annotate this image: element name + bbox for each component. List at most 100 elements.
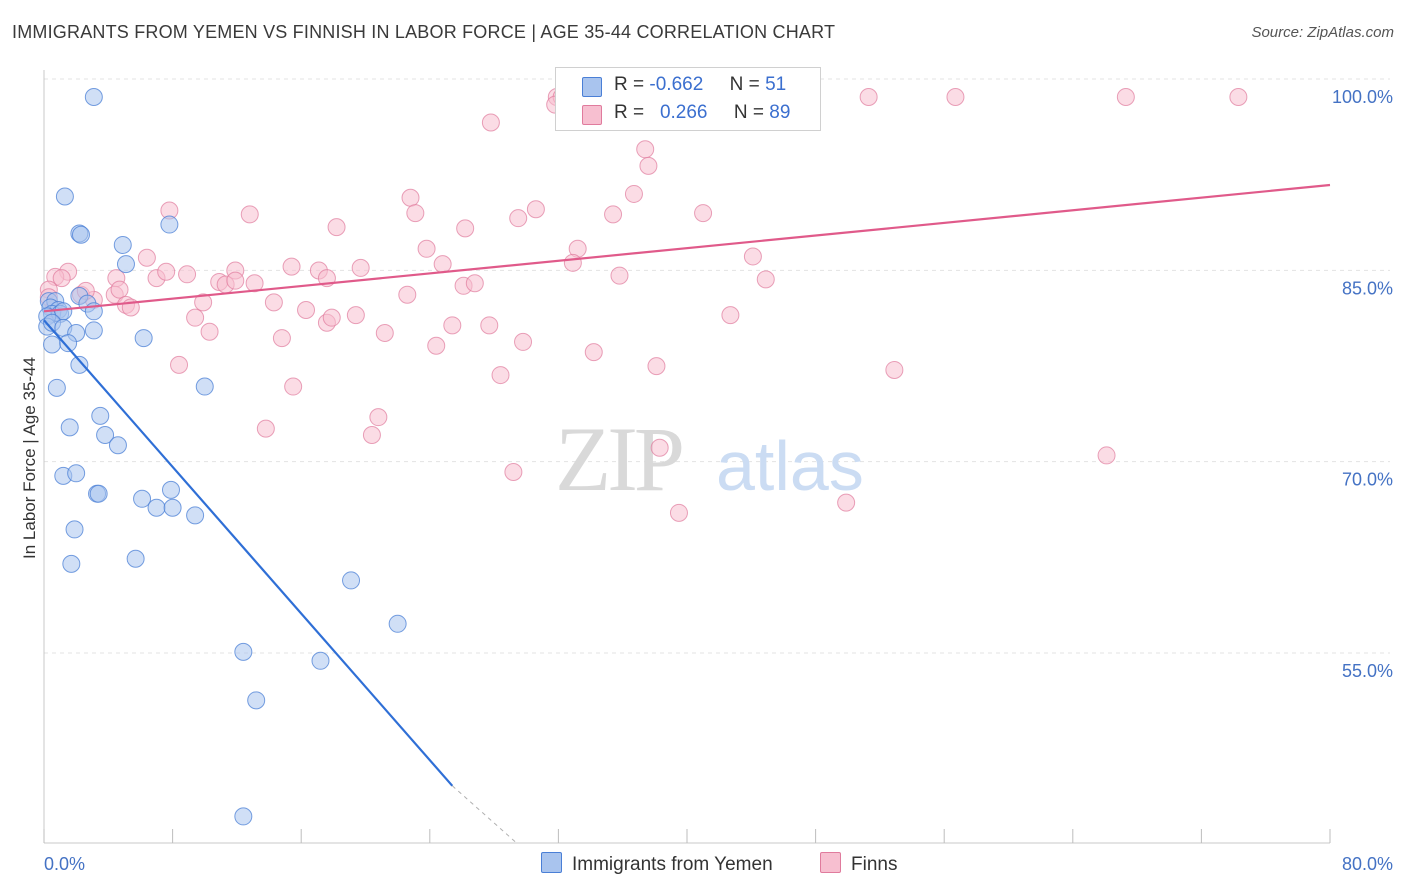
bottom-legend-swatch-finns [820, 852, 841, 873]
yemen-point [113, 235, 132, 254]
finns-point [194, 293, 213, 312]
finns-point [178, 265, 197, 284]
chart-title: IMMIGRANTS FROM YEMEN VS FINNISH IN LABO… [12, 22, 836, 42]
finns-point [297, 301, 316, 320]
finns-point [157, 262, 176, 281]
finns-point [375, 323, 394, 342]
finns-point [563, 253, 582, 272]
yemen-point [133, 489, 152, 508]
yemen-point [163, 498, 182, 517]
yemen-point [91, 406, 110, 425]
finns-point [170, 355, 189, 374]
finns-point [52, 269, 71, 288]
finns-point [346, 306, 365, 325]
finns-point [504, 463, 523, 482]
yemen-point [70, 355, 89, 374]
finns-point [427, 336, 446, 355]
yemen-point [65, 520, 84, 539]
finns-point [509, 209, 528, 228]
finns-point [1229, 88, 1248, 106]
yemen-point [43, 335, 62, 354]
yemen-point [84, 321, 103, 340]
yemen-point [342, 571, 361, 590]
finns-point [946, 88, 965, 106]
finns-point [1097, 446, 1116, 465]
finns-point [200, 322, 219, 341]
finns-point [491, 366, 510, 385]
finns-point [1116, 88, 1135, 106]
yemen-point [134, 329, 153, 348]
yemen-point [89, 484, 108, 503]
finns-point [351, 258, 370, 277]
legend-text-finns: R = 0.266 N = 89 [614, 102, 790, 124]
finns-point [584, 343, 603, 362]
legend-n-label-yemen: N = [729, 74, 760, 95]
legend-r-label-yemen: R = [614, 74, 645, 95]
finns-point [443, 316, 462, 335]
finns-point [284, 377, 303, 396]
finns-point [245, 274, 264, 293]
finns-point [514, 332, 533, 351]
finns-point [669, 503, 688, 522]
finns-point [647, 357, 666, 376]
legend-swatch-yemen [582, 77, 602, 97]
yemen-point [59, 334, 78, 353]
finns-point [456, 219, 475, 238]
finns-point [110, 280, 129, 299]
yemen-point [388, 614, 407, 633]
yemen-point [161, 480, 180, 499]
watermark-zip: ZIP [555, 408, 682, 510]
bottom-legend-yemen: Immigrants from Yemen [541, 852, 773, 876]
finns-point [272, 329, 291, 348]
bottom-legend-swatch-yemen [541, 852, 562, 873]
yemen-point [67, 464, 86, 483]
yemen-point [96, 426, 115, 445]
finns-point [636, 140, 655, 159]
yemen-point [186, 506, 205, 525]
bottom-legend-label-yemen: Immigrants from Yemen [572, 854, 773, 875]
finns-trendline [43, 183, 1331, 313]
x-tick-label-max: 80.0% [1342, 854, 1393, 874]
yemen-point [62, 554, 81, 573]
gridlines [44, 78, 1390, 654]
yemen-point [147, 498, 166, 517]
yemen-point [71, 225, 90, 244]
legend-r-label-finns: R = [614, 102, 645, 123]
finns-point [322, 308, 341, 327]
finns-point [398, 285, 417, 304]
finns-point [137, 248, 156, 267]
yemen-point [311, 651, 330, 670]
legend-n-value-yemen: 51 [765, 74, 787, 95]
axes [43, 70, 1330, 844]
finns-point [369, 408, 388, 427]
legend-r-value-yemen: -0.662 [649, 74, 704, 95]
x-tick-label-min: 0.0% [44, 854, 85, 874]
legend-r-value-finns: 0.266 [659, 102, 708, 123]
yemen-trendline-extension [451, 785, 517, 844]
bottom-legend-label-finns: Finns [851, 854, 898, 875]
finns-point [362, 426, 381, 445]
yemen-point [84, 88, 103, 106]
yemen-point [234, 807, 253, 826]
finns-point [480, 316, 499, 335]
y-tick-label: 85.0% [1342, 278, 1393, 298]
finns-point [264, 293, 283, 312]
finns-point [226, 271, 245, 290]
finns-point [639, 156, 658, 175]
yemen-trendline [43, 319, 454, 787]
finns-point [624, 184, 643, 203]
yemen-point [160, 215, 179, 234]
finns-point [240, 205, 259, 224]
finns-point [694, 204, 713, 223]
y-tick-labels: 55.0% 70.0% 85.0% 100.0% [1332, 87, 1393, 681]
yemen-point [116, 255, 135, 274]
source-credit: Source: ZipAtlas.com [1251, 24, 1394, 41]
y-tick-label: 70.0% [1342, 470, 1393, 490]
yemen-point [108, 436, 127, 455]
finns-point [406, 204, 425, 223]
yemen-point [234, 642, 253, 661]
watermark-atlas: atlas [716, 427, 864, 505]
finns-point [282, 257, 301, 276]
finns-point [401, 188, 420, 207]
